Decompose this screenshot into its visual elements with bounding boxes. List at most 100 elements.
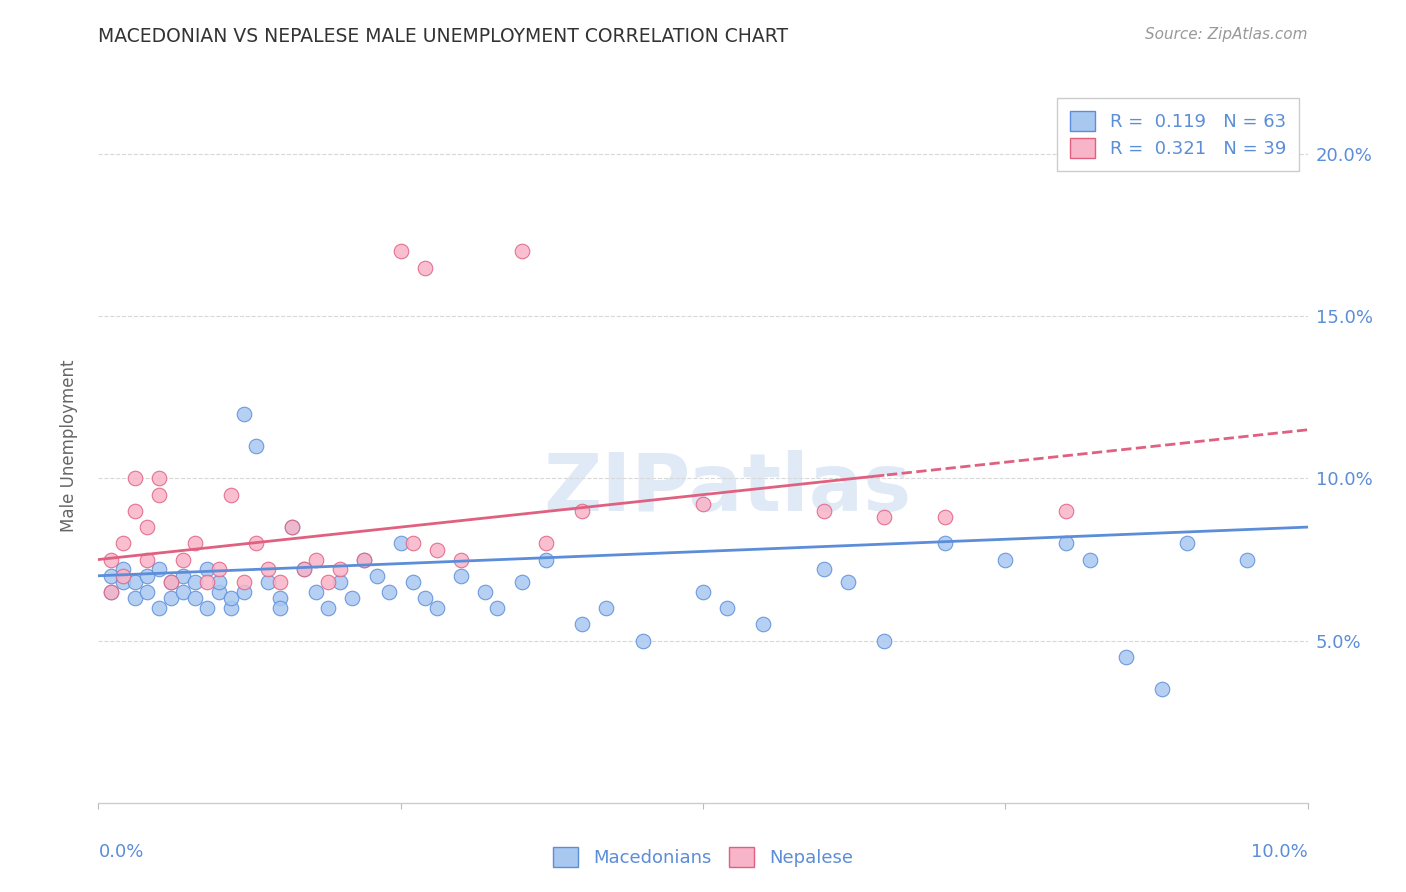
Point — [148, 601, 170, 615]
Point — [208, 585, 231, 599]
Point — [1175, 536, 1198, 550]
Point — [329, 562, 352, 576]
Point — [221, 601, 243, 615]
Point — [377, 585, 399, 599]
Point — [813, 504, 835, 518]
Point — [148, 488, 170, 502]
Point — [837, 575, 859, 590]
Point — [111, 568, 134, 582]
Point — [245, 536, 267, 550]
Point — [221, 591, 243, 606]
Point — [353, 552, 375, 566]
Point — [232, 585, 254, 599]
Point — [160, 575, 183, 590]
Point — [450, 568, 472, 582]
Point — [111, 575, 134, 590]
Point — [100, 585, 122, 599]
Text: ZIPatlas: ZIPatlas — [543, 450, 911, 528]
Point — [389, 536, 412, 550]
Point — [172, 585, 194, 599]
Point — [994, 552, 1017, 566]
Point — [160, 575, 183, 590]
Point — [329, 575, 352, 590]
Point — [1236, 552, 1258, 566]
Point — [135, 552, 157, 566]
Point — [281, 520, 304, 534]
Point — [292, 562, 315, 576]
Point — [316, 575, 339, 590]
Point — [510, 244, 533, 259]
Point — [873, 633, 896, 648]
Point — [426, 542, 449, 557]
Point — [135, 568, 157, 582]
Point — [232, 575, 254, 590]
Point — [752, 617, 775, 632]
Point — [342, 591, 364, 606]
Point — [221, 488, 243, 502]
Point — [353, 552, 375, 566]
Point — [934, 510, 956, 524]
Point — [172, 552, 194, 566]
Point — [534, 536, 557, 550]
Point — [486, 601, 509, 615]
Point — [124, 471, 146, 485]
Point — [716, 601, 738, 615]
Point — [208, 562, 231, 576]
Point — [245, 439, 267, 453]
Point — [316, 601, 339, 615]
Point — [184, 591, 207, 606]
Point — [195, 562, 218, 576]
Point — [1054, 536, 1077, 550]
Point — [135, 585, 157, 599]
Point — [269, 601, 291, 615]
Point — [269, 591, 291, 606]
Point — [100, 552, 122, 566]
Point — [692, 497, 714, 511]
Point — [1115, 649, 1137, 664]
Point — [281, 520, 304, 534]
Point — [100, 568, 122, 582]
Y-axis label: Male Unemployment: Male Unemployment — [59, 359, 77, 533]
Point — [534, 552, 557, 566]
Point — [510, 575, 533, 590]
Point — [366, 568, 388, 582]
Point — [1152, 682, 1174, 697]
Point — [100, 585, 122, 599]
Point — [474, 585, 496, 599]
Point — [269, 575, 291, 590]
Point — [148, 562, 170, 576]
Point — [1054, 504, 1077, 518]
Point — [135, 520, 157, 534]
Point — [184, 575, 207, 590]
Text: 0.0%: 0.0% — [98, 843, 143, 861]
Point — [389, 244, 412, 259]
Point — [124, 575, 146, 590]
Point — [172, 568, 194, 582]
Point — [692, 585, 714, 599]
Point — [813, 562, 835, 576]
Point — [124, 504, 146, 518]
Text: 10.0%: 10.0% — [1251, 843, 1308, 861]
Text: MACEDONIAN VS NEPALESE MALE UNEMPLOYMENT CORRELATION CHART: MACEDONIAN VS NEPALESE MALE UNEMPLOYMENT… — [98, 27, 789, 45]
Point — [292, 562, 315, 576]
Point — [232, 407, 254, 421]
Point — [208, 575, 231, 590]
Point — [595, 601, 617, 615]
Point — [571, 504, 593, 518]
Text: Source: ZipAtlas.com: Source: ZipAtlas.com — [1144, 27, 1308, 42]
Point — [160, 591, 183, 606]
Point — [426, 601, 449, 615]
Point — [111, 536, 134, 550]
Point — [305, 585, 328, 599]
Point — [256, 575, 278, 590]
Point — [402, 536, 425, 550]
Legend: Macedonians, Nepalese: Macedonians, Nepalese — [546, 839, 860, 874]
Point — [305, 552, 328, 566]
Point — [934, 536, 956, 550]
Point — [413, 260, 436, 275]
Point — [413, 591, 436, 606]
Point — [631, 633, 654, 648]
Point — [873, 510, 896, 524]
Point — [124, 591, 146, 606]
Point — [111, 562, 134, 576]
